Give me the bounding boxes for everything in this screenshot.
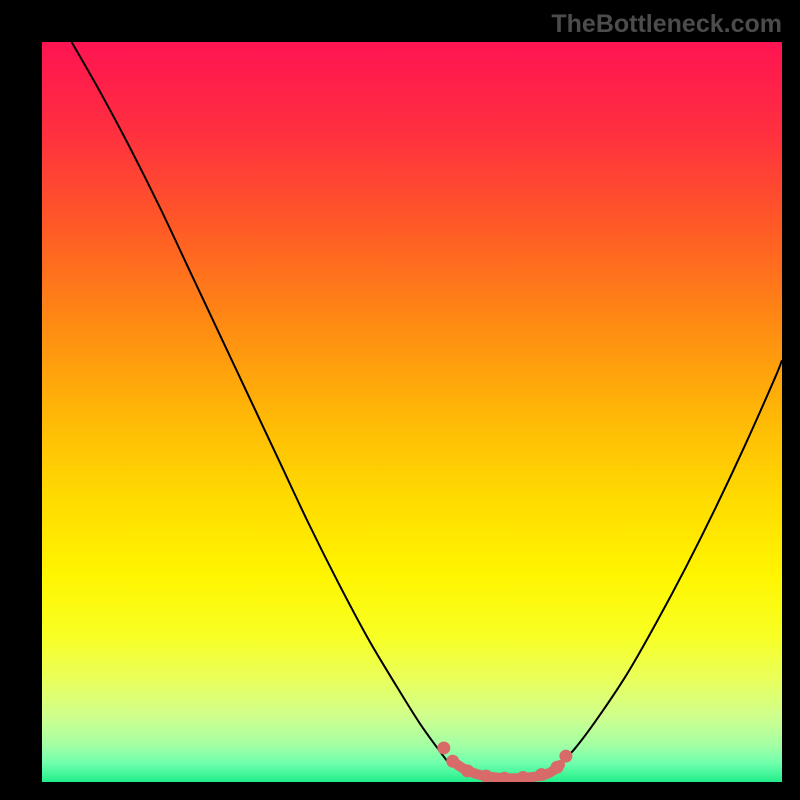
marker-dot [461,764,474,777]
chart-plot-area [42,42,782,782]
marker-dot [437,741,450,754]
marker-dot [535,768,548,781]
marker-dot [559,750,572,763]
watermark: TheBottleneck.com [551,10,782,39]
bottleneck-curve-chart [42,42,782,782]
chart-gradient-background [42,42,782,782]
marker-dot [446,755,459,768]
marker-dot [551,761,564,774]
marker-dot [480,770,493,782]
